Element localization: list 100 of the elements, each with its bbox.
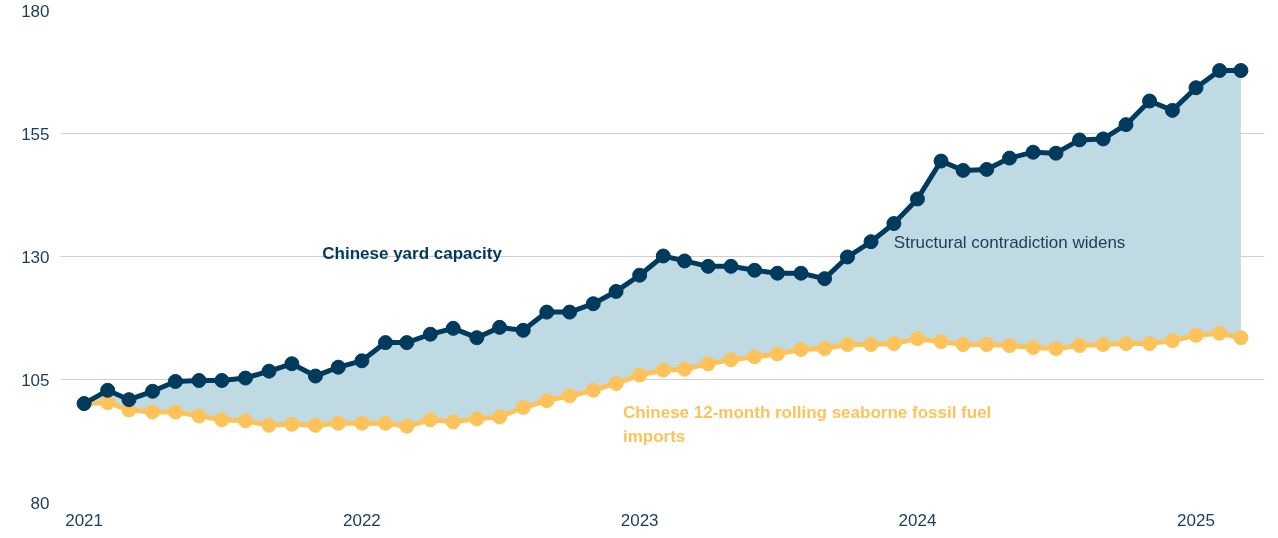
point xyxy=(677,253,693,269)
point xyxy=(445,320,461,336)
point xyxy=(1142,93,1158,109)
point xyxy=(354,415,370,431)
point xyxy=(100,382,116,398)
point xyxy=(307,368,323,384)
point xyxy=(1118,117,1134,133)
point xyxy=(585,382,601,398)
point xyxy=(747,262,763,278)
point xyxy=(354,353,370,369)
point xyxy=(261,417,277,433)
point xyxy=(723,258,739,274)
point xyxy=(769,265,785,281)
point xyxy=(445,414,461,430)
point xyxy=(677,361,693,377)
point xyxy=(214,373,230,388)
point xyxy=(145,383,161,399)
point xyxy=(793,265,809,281)
point xyxy=(747,349,763,365)
point xyxy=(839,337,855,353)
point xyxy=(1025,340,1041,356)
point xyxy=(608,375,624,391)
point xyxy=(422,412,438,428)
annotation: Structural contradiction widens xyxy=(893,233,1126,253)
point xyxy=(562,304,578,320)
point xyxy=(469,411,485,427)
point xyxy=(377,415,393,431)
point xyxy=(839,249,855,265)
point xyxy=(1002,150,1018,166)
point xyxy=(632,367,648,383)
point xyxy=(700,356,716,372)
point xyxy=(399,418,415,434)
point xyxy=(1188,80,1204,96)
point xyxy=(608,283,624,299)
point xyxy=(237,370,253,386)
point xyxy=(1002,338,1018,354)
point xyxy=(1164,102,1180,118)
point xyxy=(469,330,485,346)
point xyxy=(1118,336,1134,352)
x-tick-label: 2022 xyxy=(342,510,381,530)
point xyxy=(515,322,531,338)
point xyxy=(863,337,879,353)
x-tick-label: 2024 xyxy=(898,510,937,530)
point xyxy=(121,392,137,408)
y-tick-label: 105 xyxy=(21,370,50,390)
point xyxy=(100,395,116,411)
point xyxy=(1164,333,1180,349)
point xyxy=(909,331,925,347)
point xyxy=(1142,336,1158,352)
point xyxy=(793,342,809,357)
point xyxy=(1048,145,1064,161)
point xyxy=(955,162,971,178)
point xyxy=(539,393,555,409)
point xyxy=(817,271,833,287)
point xyxy=(863,234,879,250)
point xyxy=(1212,63,1228,79)
point xyxy=(886,336,902,352)
series-label: Chinese 12-month rolling seaborne fossil fuel imports xyxy=(622,403,992,447)
x-tick-label: 2023 xyxy=(620,510,659,530)
point xyxy=(399,335,415,351)
point xyxy=(655,248,671,264)
point xyxy=(284,416,300,432)
point xyxy=(585,296,601,312)
point xyxy=(769,346,785,362)
point xyxy=(955,337,971,353)
point xyxy=(261,363,277,379)
point xyxy=(909,191,925,207)
point xyxy=(933,153,949,169)
y-tick-label: 130 xyxy=(21,247,50,267)
point xyxy=(307,417,323,433)
point xyxy=(1025,144,1041,160)
point xyxy=(539,304,555,320)
point xyxy=(237,413,253,429)
y-tick-label: 180 xyxy=(21,1,50,21)
point xyxy=(492,319,508,335)
point xyxy=(562,388,578,404)
point xyxy=(1233,63,1249,79)
point xyxy=(1095,337,1111,353)
point xyxy=(167,373,183,389)
y-tick-label: 80 xyxy=(30,493,50,513)
text: Chinese yard capacity xyxy=(322,244,503,264)
point xyxy=(284,356,300,372)
point xyxy=(723,352,739,368)
point xyxy=(933,334,949,350)
point xyxy=(515,400,531,416)
point xyxy=(1095,131,1111,147)
point xyxy=(1048,341,1064,356)
point xyxy=(886,216,902,232)
point xyxy=(492,409,508,425)
point xyxy=(167,404,183,420)
point xyxy=(1233,330,1249,346)
point xyxy=(191,408,207,424)
point xyxy=(330,415,346,431)
point xyxy=(979,337,995,353)
point xyxy=(1072,132,1088,148)
point xyxy=(145,404,161,420)
point xyxy=(632,267,648,283)
point xyxy=(377,335,393,351)
point xyxy=(1212,325,1228,341)
point xyxy=(191,373,207,388)
